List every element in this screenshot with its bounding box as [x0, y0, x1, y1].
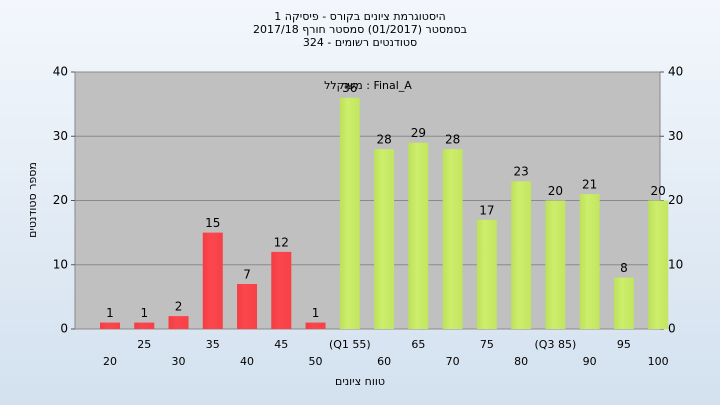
value-label: 1 [106, 306, 114, 320]
y-tick-label: 10 [53, 257, 68, 271]
bar [408, 142, 429, 329]
y-tick-label: 0 [60, 322, 68, 336]
title-line: היסטוגרמת ציונים בקורס - פיסיקה 1 [274, 10, 445, 23]
y2-tick-label: 40 [668, 65, 683, 79]
value-label: 20 [548, 184, 563, 198]
bar [100, 322, 120, 329]
x-tick-label: 60 [377, 355, 391, 368]
bar [134, 322, 155, 329]
value-label: 28 [376, 133, 391, 147]
value-label: 21 [582, 178, 597, 192]
bar [511, 181, 532, 329]
title-line: בסמסטר (01/2017) סמסטר חורף 2017/18 [253, 23, 467, 36]
value-label: 1 [312, 306, 320, 320]
x-tick-label: 90 [583, 355, 597, 368]
y2-tick-label: 30 [668, 129, 683, 143]
bar [476, 219, 497, 329]
bar [271, 251, 292, 329]
bar [648, 200, 669, 329]
bar [545, 200, 566, 329]
value-label: 23 [513, 165, 528, 179]
x-tick-label: 65 [411, 338, 425, 351]
value-label: 20 [651, 184, 666, 198]
x-tick-label: 40 [240, 355, 254, 368]
value-label: 36 [342, 81, 357, 95]
bar [237, 284, 258, 329]
x-tick-label: 35 [206, 338, 220, 351]
value-label: 2 [175, 300, 183, 314]
bar [339, 97, 360, 329]
value-label: 28 [445, 133, 460, 147]
bar [305, 322, 326, 329]
y-axis-label: מספר סטודנטים [26, 162, 39, 238]
value-label: 17 [479, 203, 494, 217]
x-tick-label: 70 [446, 355, 460, 368]
y2-tick-label: 0 [668, 322, 676, 336]
x-tick-label: (Q1 55) [329, 338, 371, 351]
x-tick-label: (Q3 85) [535, 338, 577, 351]
y2-tick-label: 10 [668, 257, 683, 271]
y2-tick-label: 20 [668, 193, 683, 207]
bar [613, 277, 634, 329]
bar [168, 316, 189, 329]
value-label: 7 [243, 268, 251, 282]
x-tick-label: 20 [103, 355, 117, 368]
bar [374, 149, 395, 329]
bar [202, 232, 223, 329]
y-tick-label: 20 [53, 193, 68, 207]
y-tick-label: 30 [53, 129, 68, 143]
value-label: 12 [274, 235, 289, 249]
x-tick-label: 80 [514, 355, 528, 368]
annotation: משוקלל : Final_A [324, 79, 412, 92]
value-label: 8 [620, 261, 628, 275]
x-tick-label: 25 [137, 338, 151, 351]
x-tick-label: 50 [309, 355, 323, 368]
x-tick-label: 100 [648, 355, 669, 368]
x-axis-label: טווח ציונים [335, 375, 385, 388]
value-label: 29 [411, 126, 426, 140]
bar [579, 194, 600, 329]
x-tick-label: 95 [617, 338, 631, 351]
x-tick-label: 75 [480, 338, 494, 351]
x-tick-label: 45 [274, 338, 288, 351]
bar [442, 149, 463, 329]
title-line: 324 - סטודנטים רשומים [303, 36, 417, 49]
x-tick-label: 30 [172, 355, 186, 368]
y-tick-label: 40 [53, 65, 68, 79]
value-label: 1 [140, 306, 148, 320]
value-label: 15 [205, 216, 220, 230]
